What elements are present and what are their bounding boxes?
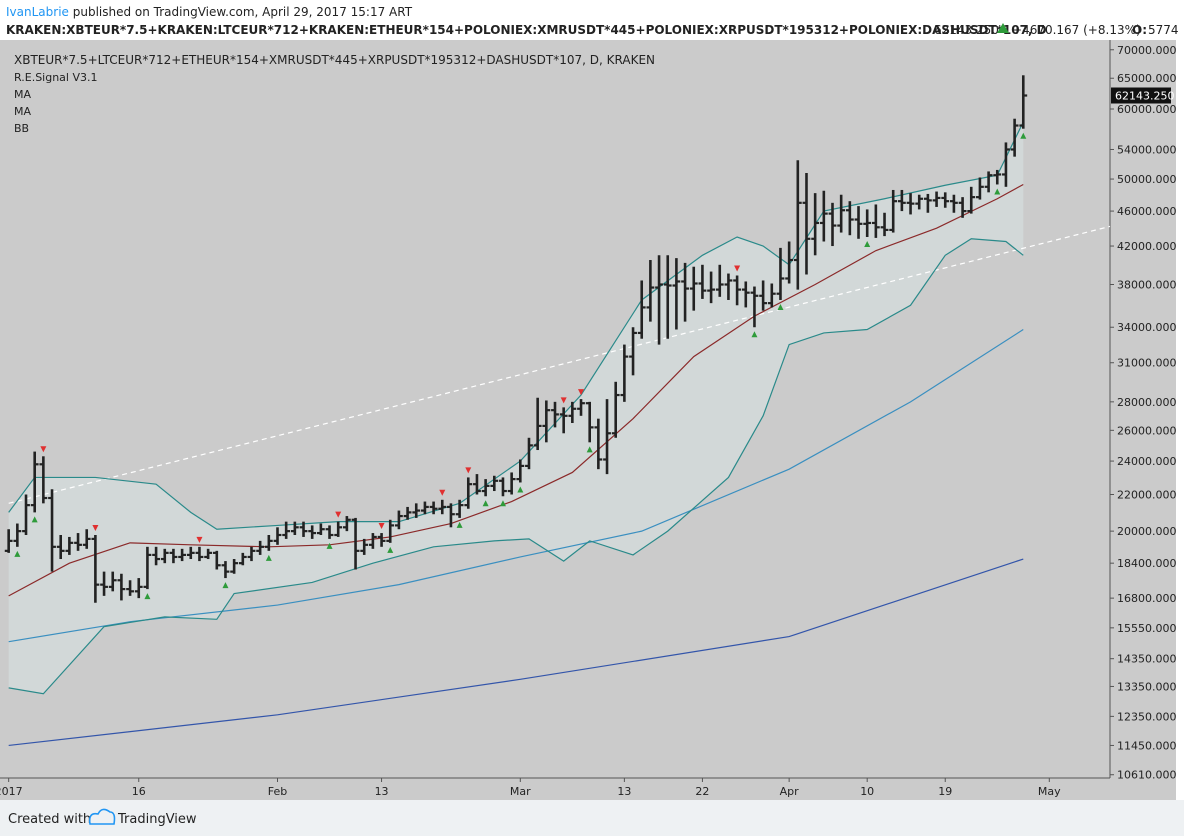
footer-bar xyxy=(0,800,1184,836)
signal-up xyxy=(31,516,38,523)
signal-down xyxy=(196,536,203,543)
signal-up xyxy=(586,446,593,453)
x-tick-label: 16 xyxy=(132,785,146,798)
x-tick-label: 13 xyxy=(375,785,389,798)
signal-down xyxy=(92,524,99,531)
y-tick-label: 11450.000 xyxy=(1117,739,1177,752)
x-tick-label: May xyxy=(1038,785,1061,798)
x-tick-label: Mar xyxy=(510,785,531,798)
y-tick-label: 13350.000 xyxy=(1117,680,1177,693)
y-tick-label: 38000.000 xyxy=(1117,278,1177,291)
x-tick-label: 19 xyxy=(938,785,952,798)
signal-up xyxy=(864,241,871,248)
x-tick-label: 22 xyxy=(695,785,709,798)
legend-item: R.E.Signal V3.1 xyxy=(14,71,98,84)
y-tick-label: 46000.000 xyxy=(1117,205,1177,218)
y-tick-label: 42000.000 xyxy=(1117,240,1177,253)
signal-up xyxy=(326,542,333,549)
signal-up xyxy=(482,500,489,507)
price-label: 62143.250 xyxy=(1115,90,1175,103)
header-line-2: KRAKEN:XBTEUR*7.5+KRAKEN:LTCEUR*712+KRAK… xyxy=(6,23,1047,37)
signal-down xyxy=(578,389,585,396)
footer-text: Created with xyxy=(8,812,91,827)
legend-item: BB xyxy=(14,122,29,135)
y-tick-label: 24000.000 xyxy=(1117,455,1177,468)
bollinger-line xyxy=(8,238,1024,695)
author[interactable]: IvanLabrie xyxy=(6,5,69,19)
x-tick-label: 2017 xyxy=(0,785,23,798)
y-tick-label: 15550.000 xyxy=(1117,622,1177,635)
y-tick-label: 50000.000 xyxy=(1117,173,1177,186)
y-tick-label: 70000.000 xyxy=(1117,44,1177,57)
signal-up xyxy=(456,521,463,528)
header-price: 62143.250 xyxy=(934,23,999,37)
open-label: O: xyxy=(1132,23,1147,37)
signal-up xyxy=(777,303,784,310)
chart-title: XBTEUR*7.5+LTCEUR*712+ETHEUR*154+XMRUSDT… xyxy=(14,53,655,67)
y-tick-label: 20000.000 xyxy=(1117,525,1177,538)
price-label-box xyxy=(1111,87,1171,104)
header-change: +4670.167 (+8.13%) xyxy=(1012,23,1141,37)
signal-up xyxy=(144,593,151,600)
y-tick-label: 16800.000 xyxy=(1117,592,1177,605)
signal-down xyxy=(439,489,446,496)
signal-down xyxy=(335,511,342,518)
trendline xyxy=(8,225,1111,504)
y-tick-label: 28000.000 xyxy=(1117,396,1177,409)
x-tick-label: 13 xyxy=(617,785,631,798)
signal-up xyxy=(751,331,758,338)
y-tick-label: 31000.000 xyxy=(1117,357,1177,370)
logo xyxy=(88,808,116,825)
x-tick-label: Apr xyxy=(780,785,800,798)
y-tick-label: 54000.000 xyxy=(1117,143,1177,156)
moving-average xyxy=(8,558,1024,747)
y-tick-label: 34000.000 xyxy=(1117,321,1177,334)
y-tick-label: 22000.000 xyxy=(1117,489,1177,502)
signal-down xyxy=(560,397,567,404)
signal-up xyxy=(517,486,524,493)
y-tick-label: 18400.000 xyxy=(1117,557,1177,570)
y-tick-label: 65000.000 xyxy=(1117,72,1177,85)
signal-down xyxy=(40,446,47,453)
signal-down xyxy=(378,523,385,530)
symbol: KRAKEN:XBTEUR*7.5+KRAKEN:LTCEUR*712+KRAK… xyxy=(6,23,1047,37)
signal-up xyxy=(1020,132,1027,139)
signal-up xyxy=(222,582,229,589)
signal-up xyxy=(265,554,272,561)
legend-item: MA xyxy=(14,88,31,101)
moving-average xyxy=(8,329,1024,643)
up-arrow xyxy=(997,23,1009,33)
y-tick-label: 14350.000 xyxy=(1117,653,1177,666)
plot xyxy=(4,75,1111,747)
moving-average xyxy=(8,183,1024,597)
signal-down xyxy=(465,467,472,474)
bb-band xyxy=(8,122,1024,694)
y-tick-label: 10610.000 xyxy=(1117,769,1177,782)
signal-up xyxy=(14,550,21,557)
x-tick-label: 10 xyxy=(860,785,874,798)
open-value: 5774 xyxy=(1148,23,1179,37)
header-line-1: IvanLabrie published on TradingView.com,… xyxy=(6,5,413,19)
signal-up xyxy=(387,546,394,553)
y-tick-label: 60000.000 xyxy=(1117,103,1177,116)
legend-item: MA xyxy=(14,105,31,118)
signal-up xyxy=(994,188,1001,195)
y-tick-label: 12350.000 xyxy=(1117,710,1177,723)
bollinger-line xyxy=(8,121,1024,530)
signal-down xyxy=(734,265,741,272)
x-tick-label: Feb xyxy=(268,785,287,798)
y-tick-label: 26000.000 xyxy=(1117,424,1177,437)
published: published on TradingView.com, April 29, … xyxy=(73,5,413,19)
signal-up xyxy=(499,500,506,507)
footer-brand[interactable]: TradingView xyxy=(117,812,197,827)
